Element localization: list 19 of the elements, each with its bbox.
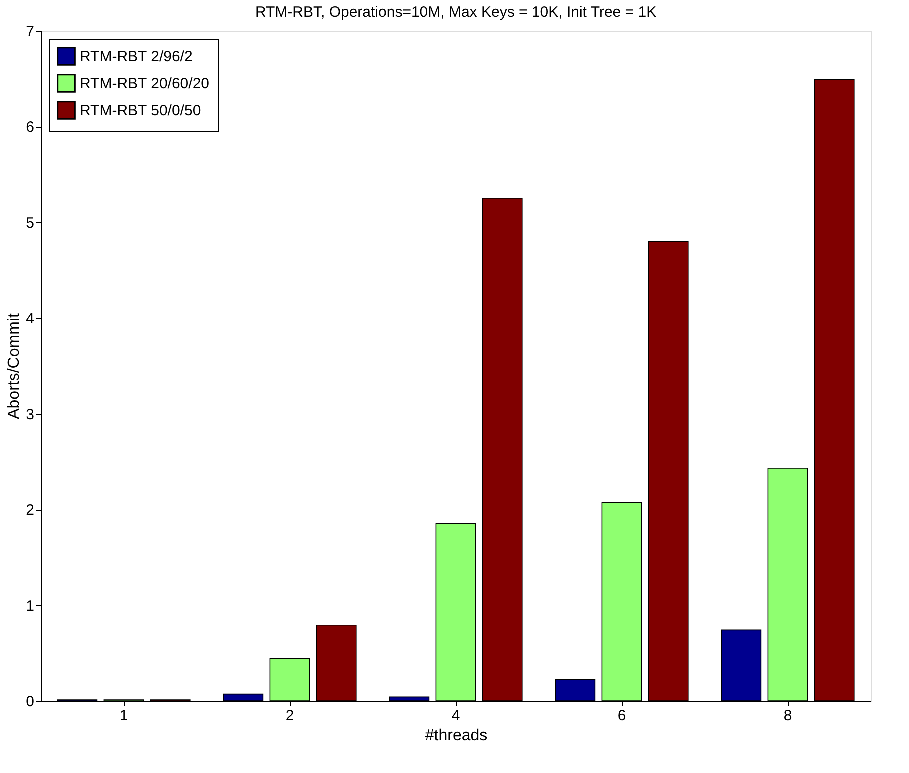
y-tick-label: 1 [26,598,34,615]
x-tick-label: 2 [286,708,294,724]
y-tick-label: 5 [26,214,34,232]
x-tick-label: 6 [618,708,626,724]
legend-label: RTM-RBT 20/60/20 [80,76,210,92]
y-tick-label: 6 [26,119,34,136]
y-tick-label: 7 [26,24,34,40]
y-tick-label: 0 [26,694,34,710]
y-tick-label: 3 [26,406,34,424]
y-axis-title: Aborts/Commit [6,313,24,420]
x-tick-label: 8 [784,708,792,724]
y-tick-label: 4 [26,310,34,328]
legend-label: RTM-RBT 50/0/50 [80,102,202,120]
y-tick-label: 2 [26,502,34,520]
chart-title: RTM-RBT, Operations=10M, Max Keys = 10K, Init Tree = 1K [255,4,657,21]
x-tick-label: 4 [452,708,460,724]
legend-label: RTM-RBT 2/96/2 [80,48,193,66]
x-tick-label: 1 [120,708,128,724]
x-axis-title: #threads [425,728,488,744]
